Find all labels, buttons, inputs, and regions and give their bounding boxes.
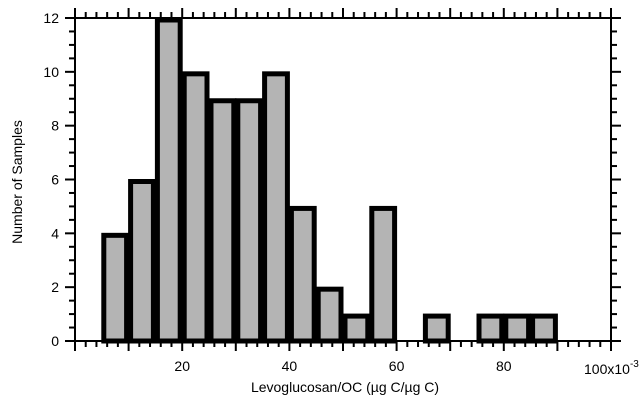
x-tick-label-60: 60 [389,358,405,374]
x-scale-exponent: -3 [630,359,639,370]
histogram-bar-6 [262,71,290,344]
histogram-bar-10 [369,205,398,344]
histogram-bar-3 [181,71,210,344]
histogram-bar-9 [342,313,371,344]
x-tick-label-40: 40 [282,358,298,374]
y-tick-label-6: 6 [51,172,59,188]
y-tick-label-2: 2 [51,279,59,295]
histogram-bar-2 [154,17,183,344]
y-tick-label-0: 0 [51,333,59,349]
y-tick-label-12: 12 [43,10,59,26]
x-tick-label-20: 20 [174,358,190,374]
histogram-bar-4 [208,98,237,344]
labels-layer: 20 40 60 80 0 2 4 6 8 10 12 [43,10,511,374]
histogram-bar-1 [128,179,156,344]
y-axis-title: Number of Samples [9,120,25,244]
histogram-bar-12 [476,313,505,344]
y-tick-label-10: 10 [43,64,59,80]
histogram-bar-5 [235,98,264,344]
histogram-bar-13 [503,313,532,344]
y-tick-label-8: 8 [51,118,59,134]
histogram-bar-7 [288,205,317,344]
histogram-bar-11 [422,313,451,344]
bars-layer [101,17,558,344]
x-tick-label-80: 80 [496,358,512,374]
ticks-layer [65,8,621,351]
x-axis-title: Levoglucosan/OC (µg C/µg C) [251,379,439,395]
histogram-bar-14 [530,313,558,344]
histogram-bar-8 [315,286,344,344]
histogram-bar-0 [101,232,130,344]
y-tick-label-4: 4 [51,225,59,241]
x-scale-base: 100x10 [584,361,630,377]
x-scale-label: 100x10-3 [584,359,639,377]
